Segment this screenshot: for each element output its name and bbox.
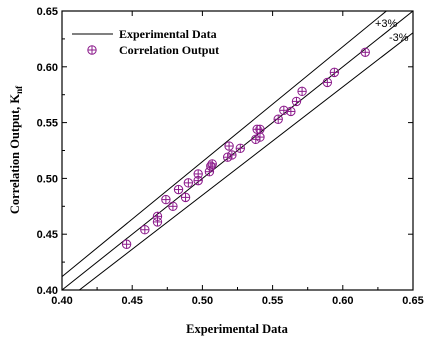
y-tick-label: 0.45 bbox=[37, 229, 58, 241]
y-axis-label-main: Correlation Output, K bbox=[8, 94, 22, 215]
data-point bbox=[180, 192, 191, 203]
data-points bbox=[121, 47, 370, 249]
data-point bbox=[255, 132, 265, 142]
reference-lines bbox=[62, 11, 413, 290]
x-tick-label: 0.45 bbox=[121, 295, 142, 307]
y-tick-label: 0.50 bbox=[37, 173, 58, 185]
data-point bbox=[329, 67, 340, 78]
reference-line-1to1 bbox=[62, 11, 413, 290]
data-point bbox=[297, 86, 307, 97]
annotation-minus-3pct: -3% bbox=[389, 32, 409, 44]
data-point bbox=[291, 96, 302, 107]
data-point bbox=[286, 106, 296, 117]
data-point bbox=[140, 225, 150, 235]
data-point bbox=[360, 47, 370, 57]
data-point bbox=[121, 239, 132, 249]
x-tick-label: 0.65 bbox=[402, 295, 423, 307]
x-tick-label: 0.40 bbox=[51, 295, 72, 307]
data-point bbox=[193, 169, 203, 179]
data-point bbox=[152, 211, 163, 222]
x-tick-label: 0.50 bbox=[192, 295, 213, 307]
data-point bbox=[255, 124, 265, 134]
data-point bbox=[183, 178, 194, 188]
y-axis-label: Correlation Output, Knf bbox=[8, 85, 24, 214]
data-point bbox=[273, 114, 283, 124]
data-point bbox=[322, 77, 333, 88]
y-tick-label: 0.65 bbox=[37, 6, 58, 18]
y-axis-label-subscript: nf bbox=[14, 85, 24, 94]
y-tick-label: 0.55 bbox=[37, 118, 58, 130]
y-tick-label: 0.60 bbox=[37, 62, 58, 74]
data-point bbox=[206, 161, 216, 171]
reference-line-plus-3pct bbox=[62, 11, 388, 277]
x-tick-label: 0.55 bbox=[262, 295, 283, 307]
x-axis-label: Experimental Data bbox=[186, 322, 288, 336]
data-point bbox=[207, 159, 217, 169]
y-tick-label: 0.40 bbox=[37, 285, 58, 297]
data-point bbox=[204, 167, 215, 177]
axis-ticks: 0.40 0.45 0.50 0.55 0.60 0.65 0.40 0.45 0.50 0.55… bbox=[37, 6, 424, 307]
data-point bbox=[173, 184, 184, 195]
legend-label-experimental: Experimental Data bbox=[119, 27, 217, 41]
legend-label-correlation: Correlation Output bbox=[119, 43, 219, 57]
legend-marker-swatch bbox=[87, 45, 97, 55]
data-point bbox=[224, 141, 234, 151]
legend-marker-icon bbox=[87, 45, 97, 55]
x-tick-label: 0.60 bbox=[332, 295, 353, 307]
legend: Experimental Data Correlation Output bbox=[72, 27, 219, 57]
data-point bbox=[168, 201, 178, 212]
annotation-plus-3pct: +3% bbox=[375, 18, 398, 30]
data-point bbox=[235, 143, 246, 153]
data-point bbox=[161, 194, 171, 205]
data-point bbox=[227, 150, 237, 160]
reference-line-minus-3pct bbox=[78, 32, 413, 290]
